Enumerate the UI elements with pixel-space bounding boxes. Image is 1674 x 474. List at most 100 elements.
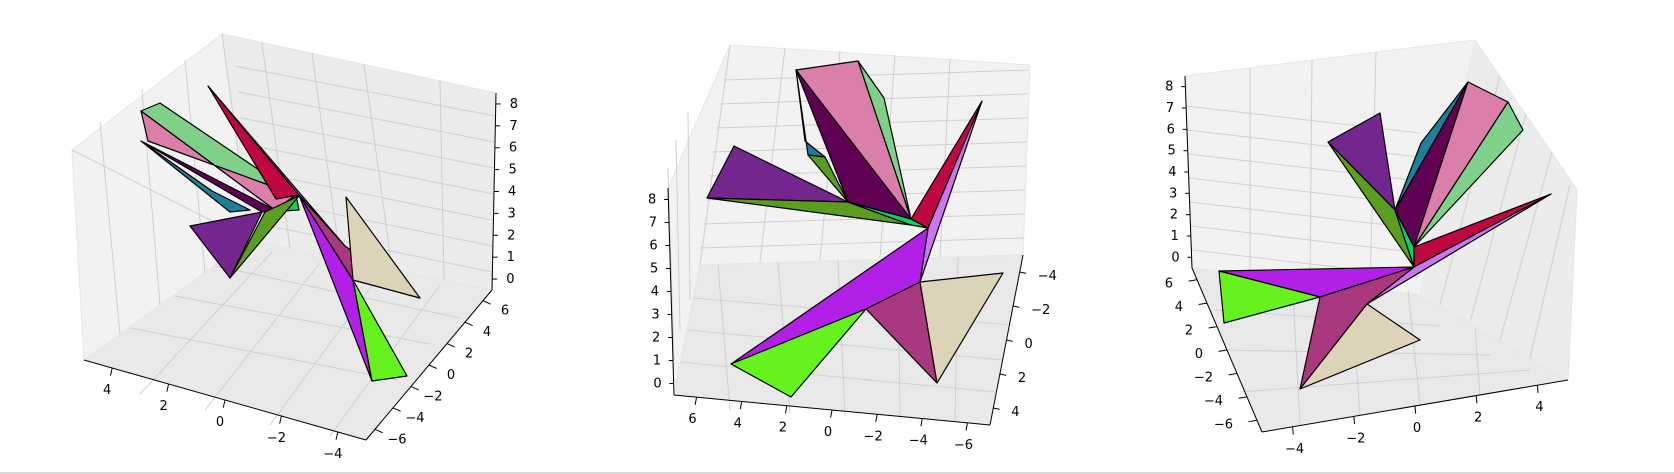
panel-2-x-tick-label: 2 — [779, 421, 787, 436]
panel-2-z-tick-label: 7 — [649, 216, 657, 231]
panel-2-x-tick-label: −6 — [954, 438, 973, 453]
panel-2-z-tick-label: 0 — [653, 377, 661, 392]
panel-1-shapes — [140, 85, 421, 382]
p1-grape-face — [189, 211, 263, 279]
panel-1-x-tick-label: −2 — [267, 431, 286, 446]
panel-1-y-tick-mark — [410, 385, 419, 391]
panel-1-y-tick-mark — [428, 364, 437, 369]
panel-2-x-tick-mark — [875, 414, 878, 423]
panel-2-y-tick-mark — [1019, 271, 1027, 274]
panel-3-z-tick-label: 7 — [1166, 101, 1174, 116]
panel-3-z-tick-label: 6 — [1167, 122, 1175, 137]
panel-3-y-tick-label: 4 — [1175, 300, 1183, 315]
p1-lime-face — [352, 279, 408, 382]
panel-2-z-tick-label: 2 — [652, 331, 660, 346]
panel-1-y-tick-label: 2 — [465, 347, 473, 362]
panel-3-y-tick-mark — [1238, 396, 1248, 399]
panel-2-y-tick-mark — [993, 407, 1000, 410]
panel-1-x-tick-mark — [335, 431, 339, 440]
panel-3-y-tick-label: 6 — [1165, 277, 1173, 292]
panel-2-x-tick-label: 4 — [734, 416, 742, 431]
panel-2-y-tick-label: −2 — [1031, 303, 1050, 318]
panel-2-y-ticks: 4 2 0 −2 −4 — [993, 269, 1057, 420]
panel-3-y-tick-mark — [1248, 419, 1258, 423]
panel-2-x-ticks: 6 4 2 0 −2 −4 −6 — [688, 397, 973, 453]
p1-teal-face — [140, 140, 251, 213]
panel-3-y-tick-label: −4 — [1204, 394, 1223, 409]
panel-1-x-tick-label: 0 — [216, 415, 224, 430]
panel-2-y-tick-label: −4 — [1038, 269, 1057, 284]
panel-1-y-tick-label: 0 — [447, 368, 455, 383]
panel-3-x-tick-mark — [1414, 405, 1417, 414]
panel-3-x-tick-mark — [1475, 395, 1478, 404]
panel-2-y-tick-mark — [1006, 339, 1013, 342]
panel-3-y-tick-label: −2 — [1194, 370, 1213, 385]
panel-3-z-ticks: 0 1 2 3 4 5 6 7 8 — [1165, 80, 1192, 265]
panel-2-z-tick-label: 5 — [650, 262, 658, 277]
panel-3-z-tick-label: 4 — [1168, 165, 1176, 180]
panel-1-x-tick-mark — [279, 415, 282, 424]
p2-olive-small-face — [807, 154, 849, 203]
p3-light-green-face — [1413, 101, 1524, 248]
panel-1-z-ticks: 0 1 2 3 4 5 6 7 8 — [492, 97, 518, 287]
panel-1-z-tick-label: 0 — [506, 272, 514, 287]
p3-lime-face — [1218, 270, 1321, 324]
panel-1-y-tick-mark — [374, 428, 383, 434]
panel-3-z-tick-label: 2 — [1170, 208, 1178, 223]
panel-1-x-tick-label: 4 — [103, 383, 111, 398]
panel-3-y-tick-mark — [1218, 349, 1228, 352]
panel-2-x-tick-mark — [784, 405, 788, 414]
panel-1-x-tick-mark — [222, 399, 226, 408]
panel-2-z-tick-label: 4 — [651, 285, 659, 300]
panel-2-y-tick-mark — [999, 373, 1007, 376]
panel-2-z-tick-label: 6 — [649, 239, 657, 254]
panel-1-z-tick-label: 7 — [509, 119, 517, 134]
panel-2-shapes — [706, 60, 1004, 398]
panel-1-x-ticks: 4 2 0 −2 −4 — [103, 367, 342, 462]
panel-3-y-tick-label: 0 — [1195, 347, 1203, 362]
panel-2-z-tick-label: 3 — [651, 308, 659, 323]
panel-3-z-tick-label: 1 — [1171, 229, 1179, 244]
panel-2-x-tick-mark — [739, 401, 743, 410]
panel-2-x-tick-mark — [694, 397, 698, 405]
panel-3-x-tick-mark — [1292, 426, 1294, 435]
panel-1-x-tick-label: −4 — [323, 447, 342, 462]
panel-1-z-tick-label: 5 — [508, 163, 516, 178]
panel-2-y-tick-label: 2 — [1018, 371, 1026, 386]
panel-1-y-tick-mark — [482, 300, 491, 305]
panel-1-y-tick-label: −2 — [423, 389, 442, 404]
panel-2-x-tick-mark — [830, 409, 833, 418]
panel-3-y-tick-mark — [1188, 279, 1198, 282]
panel-3-z-tick-label: 3 — [1169, 186, 1177, 201]
panel-1-y-tick-label: 4 — [483, 325, 491, 340]
panel-1-z-tick-label: 2 — [507, 228, 515, 243]
panel-1-y-tick-label: 6 — [501, 304, 509, 319]
panel-3-x-ticks: −4 −2 0 2 4 — [1285, 385, 1544, 457]
panel-1-z-tick-label: 3 — [508, 206, 516, 221]
panel-3-y-tick-mark — [1198, 302, 1208, 306]
panel-1-z-tick-label: 6 — [509, 141, 517, 156]
panel-3-shapes — [1218, 81, 1552, 390]
panel-1-z-tick-label: 1 — [507, 250, 515, 265]
panel-1-x-tick-mark — [166, 383, 170, 392]
panel-2-y-tick-mark — [1012, 305, 1020, 308]
panel-2-x-tick-label: −4 — [909, 434, 928, 449]
panel-3-x-tick-mark — [1353, 416, 1355, 425]
panel-2-x-tick-label: 0 — [824, 425, 832, 440]
p2-beige-face — [919, 272, 1004, 384]
panel-3-y-tick-mark — [1208, 326, 1218, 329]
panel-3-z-tick-label: 0 — [1171, 250, 1179, 265]
panel-2-z-tick-label: 8 — [648, 193, 656, 208]
panel-1-y-tick-mark — [446, 343, 455, 348]
panel-3-y-tick-label: −6 — [1214, 417, 1233, 432]
panel-1-x-tick-mark — [109, 367, 113, 376]
panel-3-z-tick-label: 5 — [1167, 144, 1175, 159]
panel-3-x-tick-label: 2 — [1474, 411, 1482, 426]
panel-3-x-tick-label: −2 — [1346, 431, 1365, 446]
p3-beige-face — [1299, 303, 1421, 390]
panel-2-x-tick-mark — [920, 418, 923, 427]
